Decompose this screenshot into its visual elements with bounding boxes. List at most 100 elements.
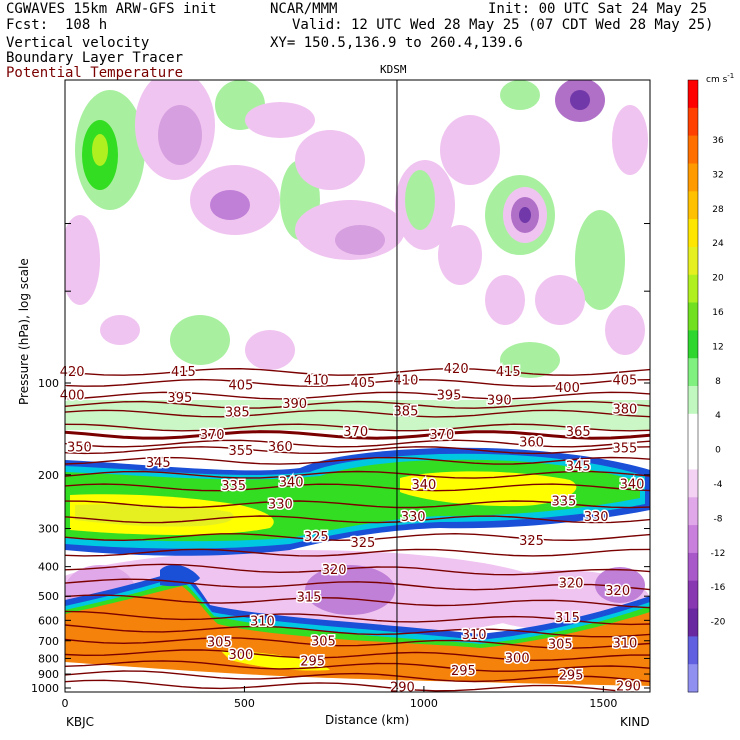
colorbar-tick-label: 24 [712,239,724,249]
theta-contour-line [65,624,650,638]
theta-label: 330 [268,497,293,512]
theta-label: 395 [167,391,192,406]
colorbar-swatch [688,608,698,637]
station-right-label: KIND [620,715,650,729]
theta-label: 415 [496,365,521,380]
colorbar-tick-label: 28 [712,205,724,215]
theta-label: 385 [225,406,250,421]
colorbar-frame [687,79,699,693]
theta-contour-labels: 420 415 420 415 410 405 410 405 400 395 405 395 390 4… [58,361,646,697]
theta-label: 360 [519,436,544,451]
colorbar-swatch [688,246,698,276]
theta-contour-line [65,532,650,542]
theta-label: 330 [401,510,426,525]
theta-contour-line [65,548,650,557]
colorbar-swatch [688,636,698,665]
forecast-hour: Fcst: 108 h [6,17,108,33]
theta-label: 385 [394,404,419,419]
theta-contour-line [65,446,650,455]
colorbar-tick-label: -8 [714,514,723,524]
theta-label: 315 [555,611,580,626]
colorbar-tick-label: 4 [715,411,721,421]
colorbar-swatch [688,330,698,359]
colorbar-swatch [688,525,698,554]
theta-contour-line [65,483,650,492]
theta-label: 325 [519,534,544,549]
theta-label: 365 [566,425,591,440]
y-tick-label: 600 [38,614,59,627]
theta-label: 330 [584,510,609,525]
theta-contour-line [65,378,650,388]
colorbar-tick-label: -4 [714,480,723,490]
theta-contour-line [65,594,650,609]
theta-label: 295 [300,655,325,670]
colorbar-swatch [688,302,698,331]
theta-label: 320 [559,577,584,592]
field-vertical-velocity: Vertical velocity [6,35,150,51]
y-tick-label: 400 [38,561,59,574]
colorbar-unit: cm s-1 [706,72,734,85]
theta-contour-line [65,367,650,376]
theta-label: 415 [171,365,196,380]
theta-label: 350 [67,441,92,456]
colorbar-swatch [688,107,698,137]
theta-label: 405 [612,373,637,388]
theta-label: 370 [200,428,225,443]
init-time: Init: 00 UTC Sat 24 May 25 [488,1,708,17]
theta-contour-line [65,679,645,692]
theta-label: 400 [555,381,580,396]
valid-time: Valid: 12 UTC Wed 28 May 25 (07 CDT Wed … [292,17,714,33]
theta-label: 360 [268,440,293,455]
theta-label: 380 [612,402,637,417]
colorbar-tick-label: -12 [711,549,726,559]
station-top-label: KDSM [380,63,407,76]
theta-label: 390 [282,397,307,412]
theta-label: 325 [350,536,375,551]
theta-contour-line [65,563,650,576]
colorbar: 36 32 28 24 20 16 12 8 4 0 -4 -8 -12 -16 -20 [687,79,726,693]
y-tick-label: 700 [38,635,59,648]
colorbar-tick-label: 36 [712,136,724,146]
colorbar-swatch [688,441,698,470]
colorbar-swatch [688,497,698,526]
theta-label: 320 [605,584,630,599]
y-tick-label: 1000 [31,682,59,695]
colorbar-swatch [688,552,698,582]
x-tick-label: 500 [234,697,255,710]
theta-label: 335 [221,479,246,494]
colorbar-tick-label: 8 [715,377,721,387]
theta-contour-line [65,470,650,479]
field-tracer: Boundary Layer Tracer [6,50,184,66]
theta-contour-line [65,515,650,524]
theta-contour-line [65,578,650,591]
colorbar-swatch [688,163,698,192]
theta-label: 370 [429,428,454,443]
plot-frame [64,79,651,693]
theta-contour-line [65,409,650,418]
theta-contour-line [65,649,650,662]
theta-contours [65,367,650,692]
x-axis-label: Distance (km) [325,713,409,727]
theta-label: 305 [311,635,336,650]
colorbar-tick-label: 12 [712,342,723,352]
theta-label: 295 [559,669,584,684]
y-tick-label: 100 [38,377,59,390]
theta-label: 410 [394,373,419,388]
theta-contour-line [65,391,650,400]
colorbar-tick-label: 32 [712,170,723,180]
theta-label: 370 [343,425,368,440]
theta-label: 340 [620,477,645,492]
colorbar-swatch [688,191,698,220]
theta-label: 410 [304,373,329,388]
colorbar-tick-label: 16 [712,308,724,318]
colorbar-swatch [688,469,698,498]
theta-label: 405 [350,376,375,391]
field-theta: Potential Temperature [6,65,184,81]
theta-contour-line [65,430,650,440]
xy-endpoints: XY= 150.5,136.9 to 260.4,139.6 [270,35,523,51]
colorbar-swatch [688,274,698,303]
colorbar-swatch [688,135,698,164]
theta-contour-line [65,637,650,649]
